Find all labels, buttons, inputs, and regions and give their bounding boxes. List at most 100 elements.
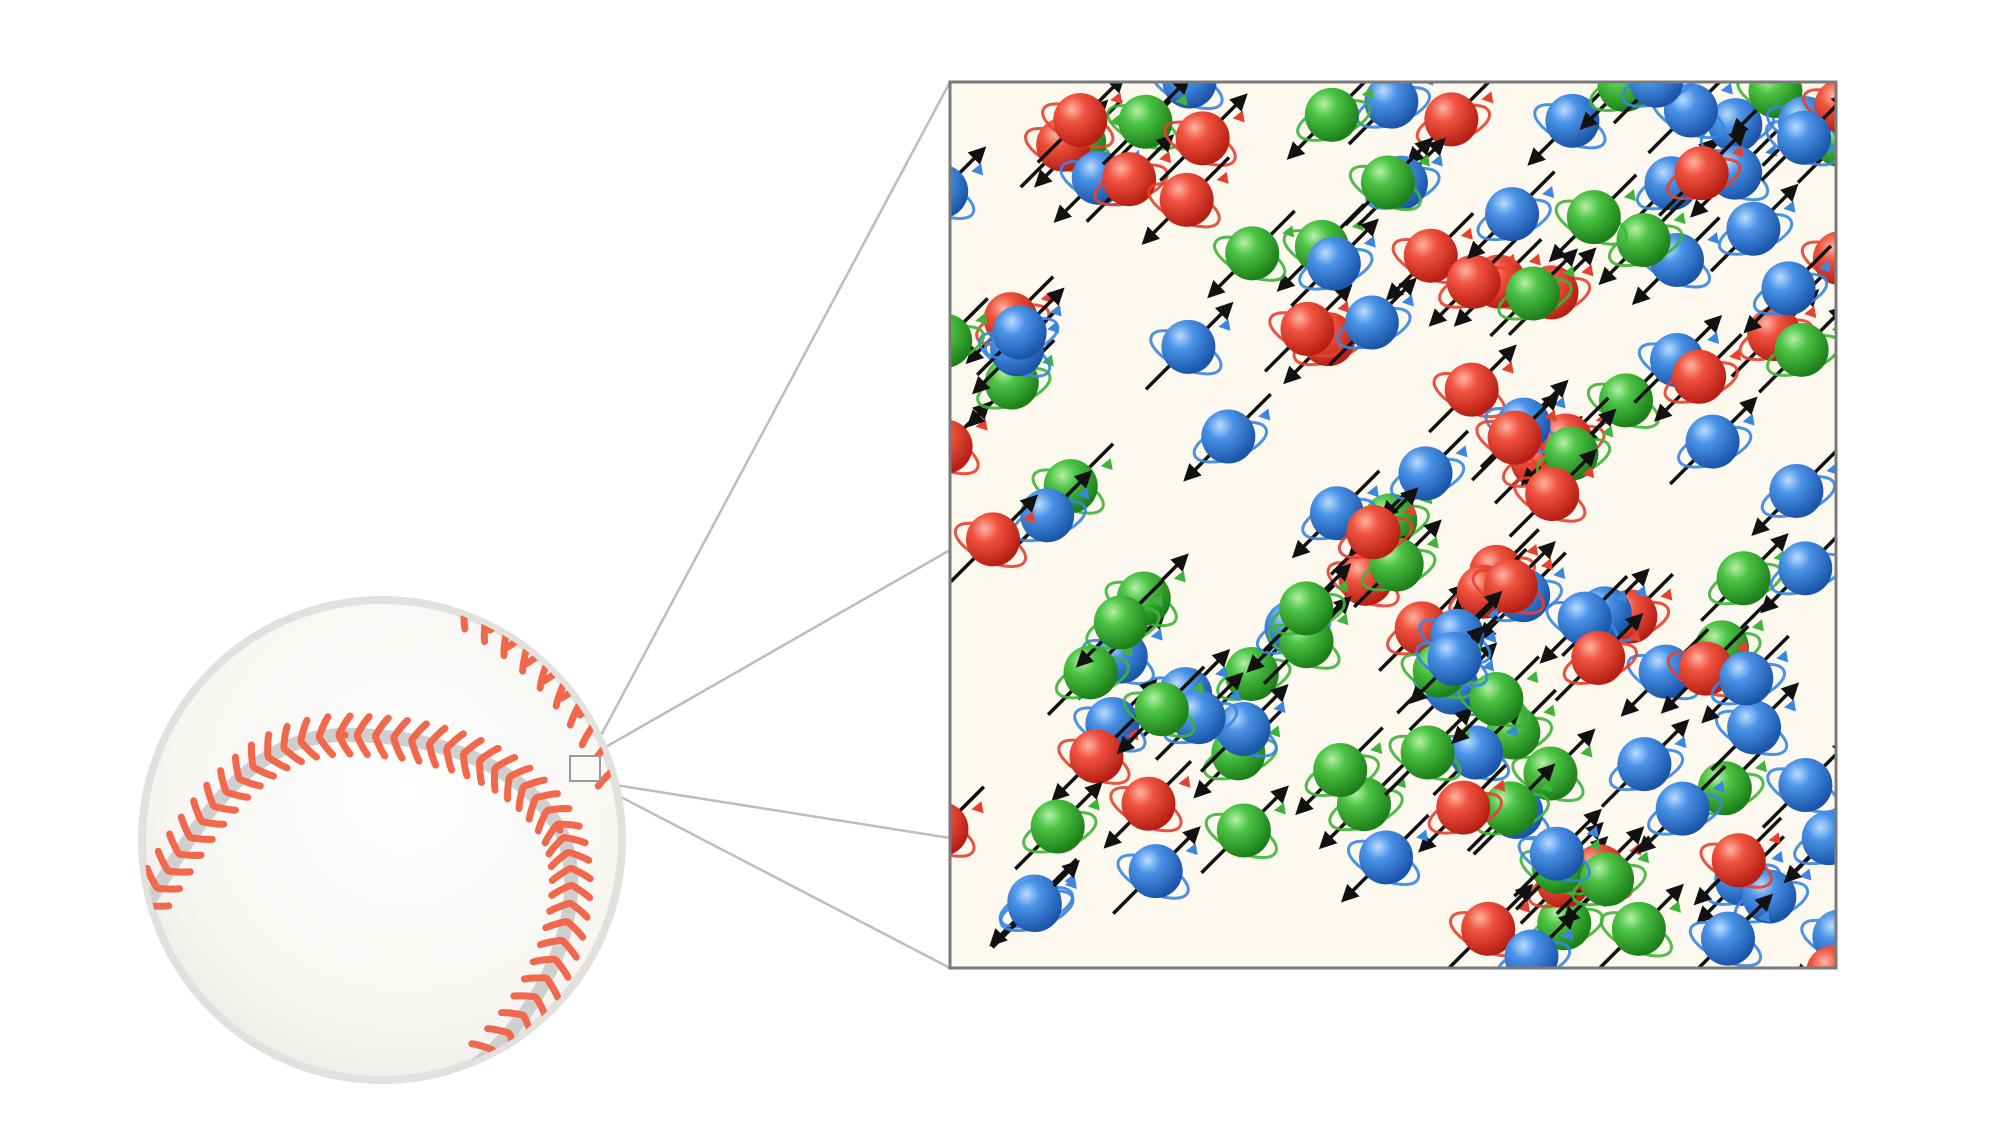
orbit-arrow xyxy=(971,801,984,814)
particle-sphere xyxy=(1400,725,1455,780)
stitch-mark xyxy=(265,754,291,772)
red-particle xyxy=(950,494,1039,584)
stitch-mark xyxy=(525,795,539,823)
orbit-arrow xyxy=(1686,53,1698,65)
stitch-mark xyxy=(568,882,594,902)
particle-sphere xyxy=(1483,781,1538,836)
stitch-mark xyxy=(520,776,548,790)
orbit-arrow xyxy=(1871,78,1883,90)
particle-sphere xyxy=(1505,266,1560,321)
blue-particle xyxy=(1751,448,1836,537)
green-particle xyxy=(1295,726,1384,816)
orbit-arrow xyxy=(1553,567,1566,580)
stitch-mark xyxy=(372,733,389,760)
orbit-arrow xyxy=(1783,200,1796,213)
particle-sphere xyxy=(1777,110,1832,165)
stitch-mark xyxy=(552,956,572,981)
orbit-arrow xyxy=(975,312,988,325)
particle-sphere xyxy=(1121,776,1176,831)
stitch-mark xyxy=(408,720,430,743)
orbit-arrow xyxy=(1416,829,1429,842)
particle-sphere xyxy=(1611,901,1666,956)
green-particle xyxy=(1757,304,1836,394)
blue-particle xyxy=(1112,826,1201,915)
stitch-mark xyxy=(468,1040,496,1054)
orbit-arrow xyxy=(1614,590,1627,603)
orbit-arrow xyxy=(1706,231,1719,244)
particle-sphere xyxy=(1134,682,1189,737)
particle-sphere xyxy=(1175,111,1230,166)
orbit-arrow xyxy=(1859,810,1871,822)
particle-sphere xyxy=(1778,541,1833,596)
stitch-mark xyxy=(567,900,591,921)
stitch-mark xyxy=(461,602,488,610)
blue-particle xyxy=(1709,183,1799,273)
green-particle xyxy=(1014,781,1103,871)
particle-sphere xyxy=(1806,945,1836,968)
stitch-mark xyxy=(459,751,471,780)
orbit-arrow xyxy=(1754,760,1767,773)
blue-particle xyxy=(1600,719,1690,808)
stitch-mark xyxy=(335,732,354,758)
green-particle xyxy=(1562,835,1651,925)
blue-particle xyxy=(975,287,1065,377)
orbit-arrow xyxy=(1363,235,1376,248)
stitch-mark xyxy=(280,745,305,766)
particle-sphere xyxy=(1398,446,1453,501)
orbit-arrow xyxy=(1273,701,1286,714)
spin-arrow-icon xyxy=(950,785,986,824)
particle-sphere xyxy=(1364,82,1419,129)
particle-sphere xyxy=(1487,410,1542,465)
red-particle xyxy=(1797,945,1836,968)
particle-sphere xyxy=(1427,631,1482,686)
orbit-arrow xyxy=(1503,253,1516,266)
stitch-mark xyxy=(280,722,291,751)
orbit-arrow xyxy=(1100,458,1113,471)
particle-sphere xyxy=(1504,929,1559,968)
particle-sphere xyxy=(1216,803,1271,858)
orbit-arrow xyxy=(971,163,984,176)
blue-particle xyxy=(1340,813,1430,903)
orbit-arrow xyxy=(1544,409,1557,422)
red-particle xyxy=(1470,392,1560,482)
blue-particle xyxy=(1183,392,1272,482)
stitch-mark xyxy=(492,754,519,771)
particle-sphere xyxy=(1313,743,1368,798)
blue-particle xyxy=(1144,301,1234,391)
orbit-arrow xyxy=(1403,504,1416,517)
red-particle xyxy=(1051,712,1141,802)
stitch-mark xyxy=(408,737,423,765)
particle-sphere xyxy=(1128,844,1183,899)
particle-sphere xyxy=(1566,190,1621,245)
stitch-mark xyxy=(506,764,534,780)
blue-particle xyxy=(1743,244,1833,334)
orbit-arrow xyxy=(1731,145,1744,158)
particle-sphere xyxy=(1444,362,1499,417)
blue-particle xyxy=(1495,911,1577,968)
stitch-mark xyxy=(144,864,161,891)
stitch-mark xyxy=(542,918,570,932)
blue-particle xyxy=(1199,683,1289,773)
stitch-mark xyxy=(602,743,620,755)
orbit-arrow xyxy=(1526,671,1539,684)
orbit-arrow xyxy=(1580,745,1593,758)
red-particle xyxy=(1654,333,1743,422)
orbit-arrow xyxy=(1757,910,1770,923)
red-particle xyxy=(1554,612,1644,702)
particle-sphere xyxy=(1469,672,1524,727)
orbit-ring xyxy=(950,811,976,858)
orbit-arrow xyxy=(1049,304,1062,317)
red-particle xyxy=(1141,156,1231,245)
blue-particle xyxy=(1701,634,1790,724)
stitch-mark xyxy=(561,834,589,847)
stitch-mark xyxy=(353,732,371,759)
red-particle xyxy=(950,785,986,858)
orbit-arrow xyxy=(1175,93,1188,106)
stitch-mark xyxy=(520,974,549,983)
orbit-arrow xyxy=(1668,900,1681,913)
stitch-mark xyxy=(372,714,392,739)
stitch-mark xyxy=(203,781,217,809)
stitch-mark xyxy=(476,744,502,764)
orbit-arrow xyxy=(1064,877,1077,890)
